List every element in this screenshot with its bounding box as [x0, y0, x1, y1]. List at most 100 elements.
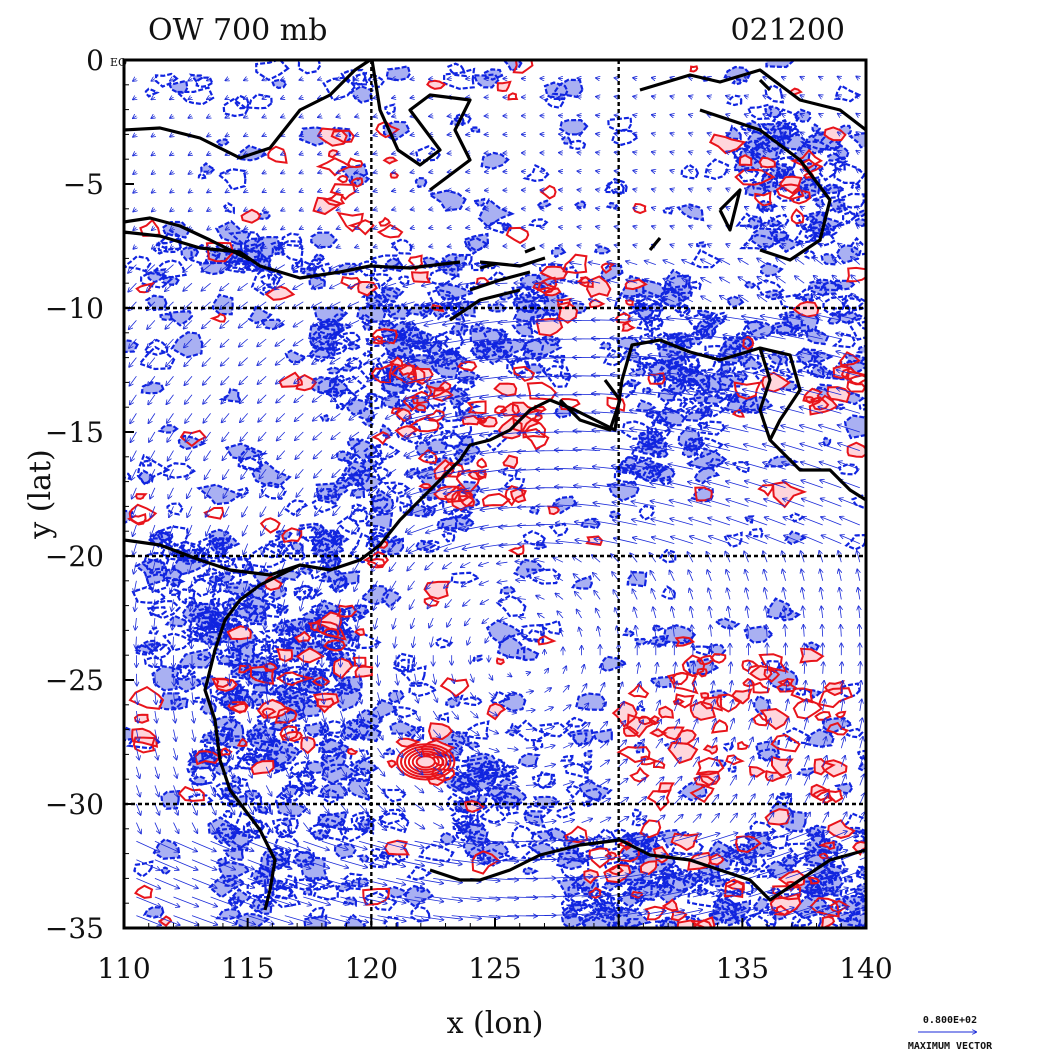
negative-contour — [441, 532, 456, 543]
negative-contour — [295, 258, 313, 271]
negative-contour — [631, 808, 642, 819]
negative-contour — [302, 588, 318, 599]
negative-contour — [718, 889, 737, 900]
negative-contour — [281, 817, 293, 827]
negative-contour — [502, 60, 523, 73]
vector-legend: 0.800E+02 MAXIMUM VECTOR — [908, 1015, 993, 1052]
negative-contour — [851, 494, 866, 509]
negative-fill-area — [497, 778, 515, 787]
negative-contour — [124, 339, 139, 354]
y-tick-label: −25 — [45, 664, 104, 697]
negative-contour — [528, 218, 549, 227]
negative-contour — [383, 747, 396, 756]
negative-contour — [381, 788, 408, 803]
negative-contour — [635, 703, 646, 712]
negative-contour — [635, 399, 657, 412]
negative-contour — [647, 675, 674, 689]
negative-contour — [522, 163, 550, 183]
negative-contour — [602, 177, 628, 195]
negative-contour — [284, 499, 309, 517]
negative-contour — [610, 129, 640, 146]
negative-contour — [479, 856, 492, 866]
negative-contour — [602, 348, 625, 367]
negative-fill-area — [415, 178, 427, 187]
negative-contour — [550, 246, 567, 259]
y-axis: 0 EQ−5−10−15−20−25−30−35 — [45, 44, 134, 945]
negative-contour — [472, 654, 483, 663]
negative-contour — [452, 378, 477, 392]
negative-contour — [638, 331, 656, 346]
wind-vector — [448, 79, 452, 80]
negative-contour — [766, 597, 793, 620]
negative-fill-area — [761, 263, 782, 277]
negative-contour — [480, 151, 510, 170]
negative-fill-area — [305, 761, 326, 774]
chart-title: OW 700 mb — [148, 13, 327, 48]
negative-contour — [195, 76, 214, 88]
wind-vector — [448, 116, 452, 117]
negative-contour — [299, 566, 314, 575]
negative-contour — [743, 625, 774, 644]
negative-contour — [367, 854, 390, 869]
negative-contour — [804, 689, 823, 700]
negative-contour — [572, 200, 587, 209]
negative-fill-area — [146, 295, 167, 310]
negative-contour — [214, 856, 227, 866]
negative-contour — [843, 414, 866, 440]
negative-contour — [760, 659, 781, 674]
negative-contour — [707, 316, 726, 330]
negative-contour — [536, 771, 553, 791]
negative-contour — [844, 533, 866, 551]
negative-contour — [308, 274, 326, 291]
negative-contour — [360, 312, 374, 325]
negative-contour — [559, 754, 574, 762]
negative-fill-area — [632, 367, 645, 376]
negative-contour — [515, 646, 540, 662]
negative-contour — [296, 851, 315, 867]
negative-contour — [137, 345, 176, 371]
chart-timestamp: 021200 — [730, 13, 845, 48]
negative-contour — [561, 135, 573, 145]
negative-fill-area — [552, 248, 565, 257]
negative-contour — [174, 86, 215, 106]
negative-fill-area — [553, 79, 583, 97]
negative-contour — [310, 346, 332, 363]
negative-contour — [564, 716, 588, 728]
negative-fill-area — [347, 439, 361, 449]
negative-contour — [140, 381, 165, 395]
negative-contour — [723, 741, 734, 752]
negative-contour — [522, 866, 539, 875]
y-tick-label: −20 — [45, 540, 104, 573]
negative-contour — [384, 103, 396, 116]
negative-contour — [259, 318, 285, 331]
negative-contour — [161, 220, 191, 239]
negative-contour — [837, 463, 859, 476]
negative-contour — [435, 516, 458, 533]
negative-contour — [220, 692, 235, 707]
negative-fill-area — [365, 513, 392, 531]
negative-contour — [157, 424, 179, 434]
negative-contour — [124, 255, 152, 273]
negative-fill-area — [600, 265, 623, 282]
negative-contour — [814, 281, 827, 289]
negative-contour — [690, 645, 712, 657]
negative-contour — [385, 65, 412, 82]
negative-contour — [215, 907, 242, 920]
negative-contour — [731, 78, 743, 86]
y-axis-label: y (lat) — [23, 449, 58, 539]
negative-contour — [634, 637, 649, 646]
negative-contour — [214, 138, 231, 147]
negative-contour — [528, 506, 540, 515]
negative-fill-area — [429, 190, 466, 211]
negative-contour — [676, 203, 705, 222]
negative-contour — [151, 665, 181, 692]
wind-vector — [573, 376, 601, 377]
negative-contour — [236, 144, 268, 162]
negative-contour — [409, 905, 431, 923]
negative-fill-area — [415, 540, 435, 550]
negative-contour — [695, 241, 707, 248]
negative-contour — [390, 482, 411, 496]
wind-vector — [578, 171, 582, 172]
negative-fill-area — [166, 615, 187, 627]
